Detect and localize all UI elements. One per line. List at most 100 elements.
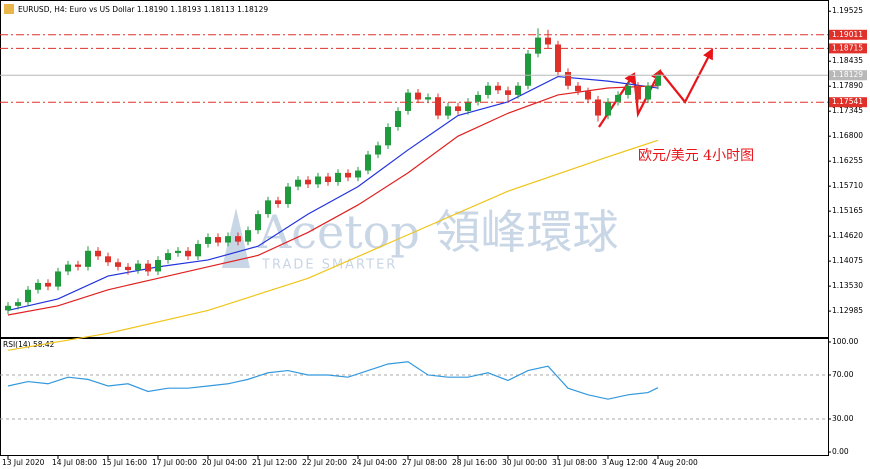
- candle-body: [85, 250, 91, 267]
- candle-body: [305, 179, 311, 185]
- y-tick-label: 1.16800: [832, 131, 863, 140]
- level-label: 1.19011: [832, 30, 863, 39]
- x-tick-label: 27 Jul 08:00: [402, 458, 447, 467]
- candle-body: [385, 127, 391, 146]
- candle-body: [255, 214, 261, 231]
- candle-body: [355, 170, 361, 178]
- candle-body: [315, 176, 321, 185]
- candle-body: [525, 53, 531, 86]
- candle-body: [375, 145, 381, 155]
- y-tick-label: 1.18435: [832, 56, 863, 65]
- candle-body: [325, 176, 331, 183]
- candle-body: [485, 85, 491, 95]
- y-tick-label: 1.15165: [832, 206, 863, 215]
- y-tick-label: 1.14075: [832, 256, 863, 265]
- moving-average: [7, 75, 659, 311]
- candle-body: [135, 263, 141, 271]
- watermark-brand: Acetop 領峰環球: [257, 205, 618, 259]
- symbol-icon: [4, 4, 14, 14]
- chart-title: EURUSD, H4: Euro vs US Dollar 1.18190 1.…: [18, 5, 268, 14]
- y-tick-label: 1.12985: [832, 306, 863, 315]
- y-tick-label: 1.17345: [832, 106, 863, 115]
- x-tick-label: 14 Jul 08:00: [52, 458, 97, 467]
- frame: [0, 0, 829, 456]
- candle-body: [25, 289, 31, 303]
- rsi-line: [7, 361, 659, 400]
- rsi-title: RSI(14) 58.42: [3, 340, 55, 349]
- candle-body: [395, 110, 401, 128]
- candle-body: [295, 179, 301, 187]
- candle-body: [95, 250, 101, 257]
- candle-body: [45, 282, 51, 287]
- x-tick-label: 22 Jul 20:00: [302, 458, 347, 467]
- level-label: 1.17541: [832, 97, 863, 106]
- candle-body: [605, 101, 611, 116]
- candle-body: [55, 271, 61, 287]
- candle-body: [565, 71, 571, 86]
- candle-body: [35, 282, 41, 290]
- x-tick-label: 20 Jul 04:00: [202, 458, 247, 467]
- candle-body: [195, 243, 201, 257]
- candle-body: [15, 302, 21, 306]
- candle-body: [335, 172, 341, 183]
- y-tick-label: 1.19525: [832, 6, 863, 15]
- candle-body: [225, 236, 231, 243]
- price-frame: [0, 0, 829, 338]
- annotation: 欧元/美元 4小时图: [638, 148, 754, 164]
- candle-body: [465, 101, 471, 111]
- candle-body: [165, 253, 171, 260]
- candle-body: [615, 94, 621, 102]
- moving-average: [7, 85, 659, 316]
- candle-body: [155, 259, 161, 272]
- candle-body: [345, 172, 351, 178]
- candle-body: [145, 263, 151, 272]
- x-tick-label: 28 Jul 16:00: [452, 458, 497, 467]
- level-label-box: [829, 70, 867, 81]
- candle-body: [655, 75, 661, 86]
- level-label: 1.18715: [832, 43, 863, 52]
- candle-body: [245, 230, 251, 242]
- candle-body: [175, 250, 181, 254]
- x-tick-label: 21 Jul 12:00: [252, 458, 297, 467]
- candle-body: [535, 37, 541, 54]
- candle-body: [555, 44, 561, 72]
- candle-body: [5, 305, 11, 311]
- candle-body: [495, 85, 501, 91]
- candle-body: [505, 90, 511, 95]
- x-tick-label: 4 Aug 20:00: [652, 458, 698, 467]
- watermark-tagline: TRADE SMARTER: [261, 258, 397, 273]
- level-label-box: [829, 43, 867, 54]
- x-tick-label: 24 Jul 04:00: [352, 458, 397, 467]
- candle-body: [125, 266, 131, 271]
- candle-body: [455, 106, 461, 111]
- candle-body: [115, 262, 121, 267]
- x-tick-label: 31 Jul 08:00: [552, 458, 597, 467]
- y-tick-label: 70.00: [832, 370, 854, 379]
- y-tick-label: 100.00: [832, 337, 858, 346]
- candle-body: [235, 236, 241, 242]
- x-tick-label: 13 Jul 2020: [2, 458, 45, 467]
- candle-body: [65, 264, 71, 272]
- level-label-box: [829, 29, 867, 40]
- y-tick-label: 1.13530: [832, 281, 863, 290]
- x-tick-label: 3 Aug 12:00: [602, 458, 648, 467]
- x-tick-label: 30 Jul 00:00: [502, 458, 547, 467]
- candle-body: [285, 186, 291, 205]
- y-tick-label: 1.14620: [832, 231, 863, 240]
- candle-body: [545, 37, 551, 45]
- y-tick-label: 1.17890: [832, 81, 863, 90]
- candle-body: [215, 237, 221, 243]
- candle-body: [595, 99, 601, 116]
- y-tick-label: 1.15710: [832, 181, 863, 190]
- candle-body: [365, 154, 371, 171]
- candle-body: [575, 85, 581, 92]
- candle-body: [445, 106, 451, 116]
- moving-average: [7, 139, 659, 351]
- y-tick-label: 30.00: [832, 414, 854, 423]
- candle-body: [645, 85, 651, 100]
- candle-body: [415, 92, 421, 100]
- y-tick-label: 0.00: [832, 447, 849, 456]
- candle-body: [275, 200, 281, 205]
- candle-body: [425, 97, 431, 100]
- candle-body: [185, 250, 191, 257]
